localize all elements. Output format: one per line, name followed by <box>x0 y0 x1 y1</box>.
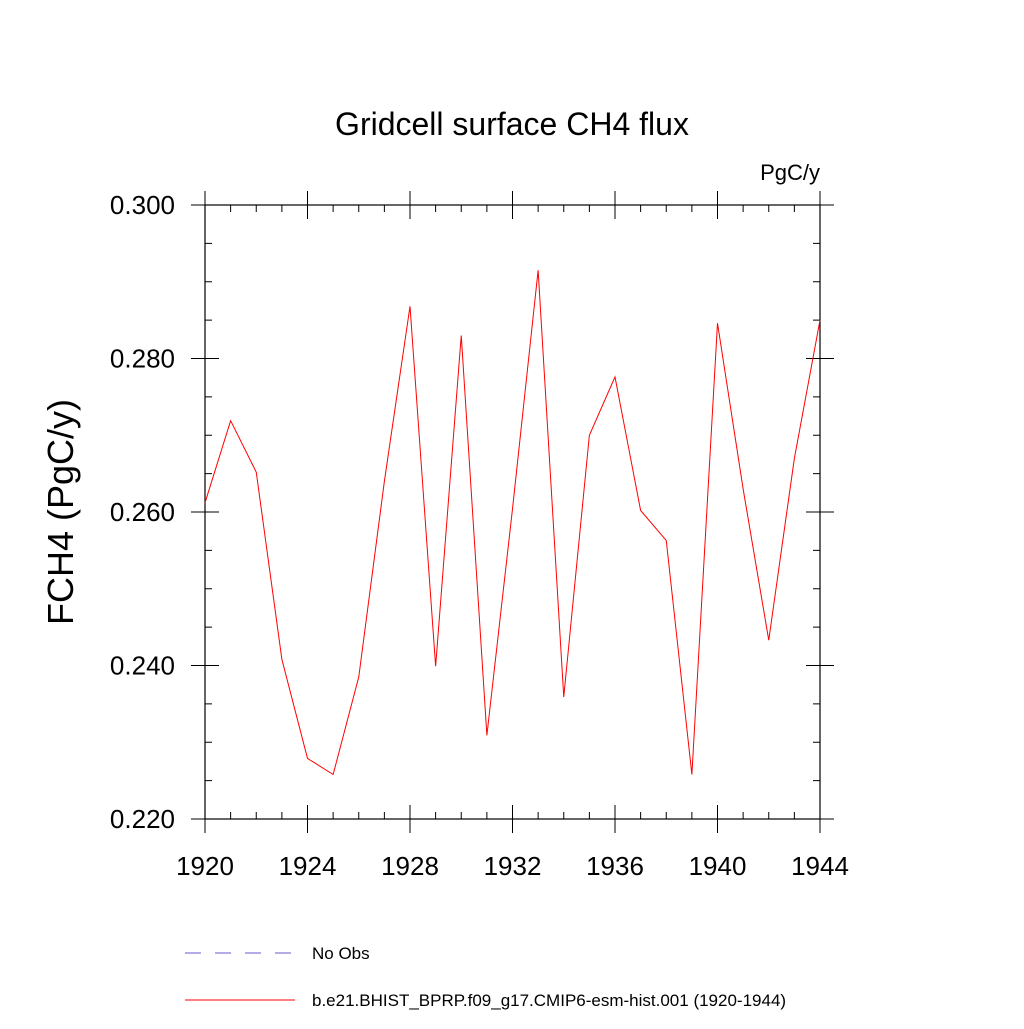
y-tick-label: 0.300 <box>110 190 175 220</box>
x-tick-label: 1920 <box>176 851 234 881</box>
x-tick-label: 1928 <box>381 851 439 881</box>
series-group <box>204 270 821 776</box>
y-tick-label: 0.220 <box>110 804 175 834</box>
y-tick-label: 0.240 <box>110 651 175 681</box>
units-label: PgC/y <box>760 160 820 185</box>
y-tick-label: 0.260 <box>110 497 175 527</box>
legend-label-no-obs: No Obs <box>312 944 370 963</box>
legend-label-model-run: b.e21.BHIST_BPRP.f09_g17.CMIP6-esm-hist.… <box>312 991 786 1010</box>
x-tick-label: 1936 <box>586 851 644 881</box>
chart-title: Gridcell surface CH4 flux <box>335 106 689 142</box>
y-axis-label: FCH4 (PgC/y) <box>40 399 81 625</box>
legend: No Obs b.e21.BHIST_BPRP.f09_g17.CMIP6-es… <box>185 944 786 1010</box>
plot-frame <box>204 204 821 820</box>
x-ticks: 1920 1924 1928 1932 1936 1940 1944 <box>176 191 849 881</box>
x-tick-label: 1932 <box>484 851 542 881</box>
y-ticks: 0.220 0.240 0.260 0.280 0.300 <box>110 190 834 834</box>
x-tick-label: 1924 <box>279 851 337 881</box>
series-line-fch4 <box>204 270 821 776</box>
x-tick-label: 1944 <box>791 851 849 881</box>
y-tick-label: 0.280 <box>110 344 175 374</box>
x-tick-label: 1940 <box>689 851 747 881</box>
